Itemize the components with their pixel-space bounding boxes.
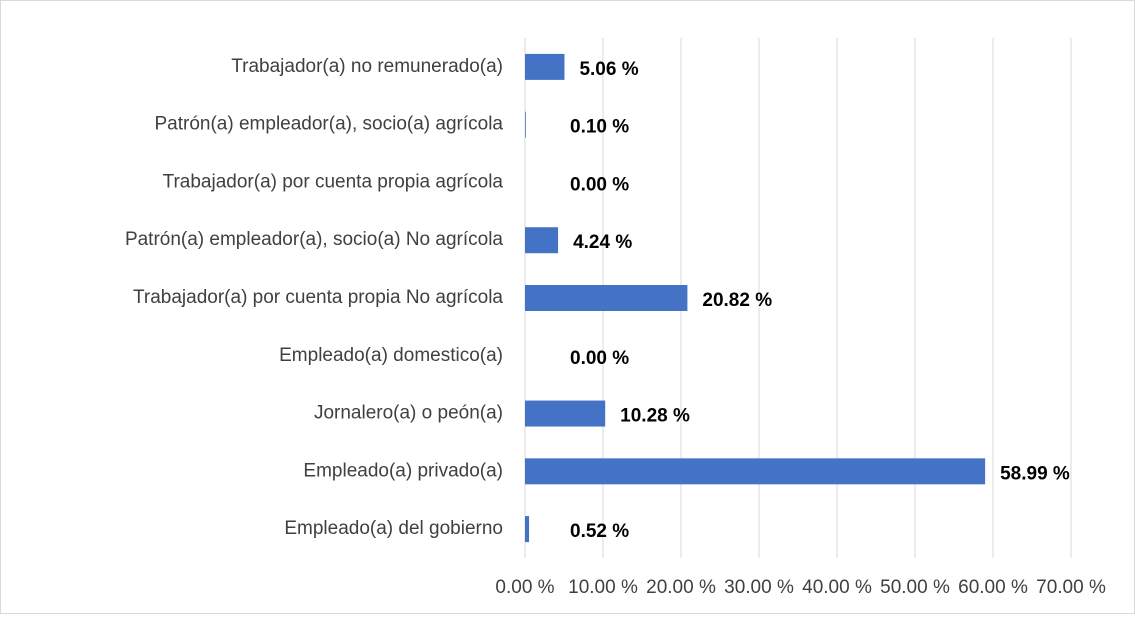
x-tick-label: 50.00 %	[880, 577, 950, 598]
bar	[525, 53, 565, 80]
value-label: 0.00 %	[570, 174, 629, 195]
y-tick-label: Trabajador(a) por cuenta propia agrícola	[163, 171, 504, 192]
x-tick-label: 30.00 %	[724, 577, 794, 598]
value-label: 58.99 %	[1000, 463, 1070, 484]
y-tick-label: Empleado(a) domestico(a)	[279, 345, 503, 366]
y-tick-label: Trabajador(a) por cuenta propia No agríc…	[133, 287, 503, 308]
x-tick-label: 10.00 %	[568, 577, 638, 598]
value-label: 10.28 %	[620, 406, 690, 427]
value-label: 0.10 %	[570, 117, 629, 138]
bar	[525, 227, 559, 254]
bar	[525, 516, 530, 543]
y-tick-label: Empleado(a) del gobierno	[284, 518, 503, 539]
y-tick-label: Patrón(a) empleador(a), socio(a) agrícol…	[155, 114, 504, 135]
value-label: 5.06 %	[579, 59, 638, 80]
y-tick-label: Empleado(a) privado(a)	[303, 460, 503, 481]
bar	[525, 285, 688, 311]
x-tick-label: 70.00 %	[1036, 577, 1106, 598]
value-label: 0.00 %	[570, 348, 629, 369]
y-tick-label: Trabajador(a) no remunerado(a)	[231, 56, 503, 77]
x-tick-label: 0.00 %	[495, 577, 554, 598]
bar	[525, 111, 526, 138]
bar	[525, 458, 986, 485]
x-tick-label: 20.00 %	[646, 577, 716, 598]
value-label: 0.52 %	[570, 521, 629, 542]
y-tick-label: Patrón(a) empleador(a), socio(a) No agrí…	[125, 229, 503, 250]
value-label: 20.82 %	[702, 290, 772, 311]
x-tick-label: 60.00 %	[958, 577, 1028, 598]
value-label: 4.24 %	[573, 232, 632, 253]
bar	[525, 400, 606, 427]
y-tick-label: Jornalero(a) o peón(a)	[314, 403, 503, 424]
x-tick-label: 40.00 %	[802, 577, 872, 598]
